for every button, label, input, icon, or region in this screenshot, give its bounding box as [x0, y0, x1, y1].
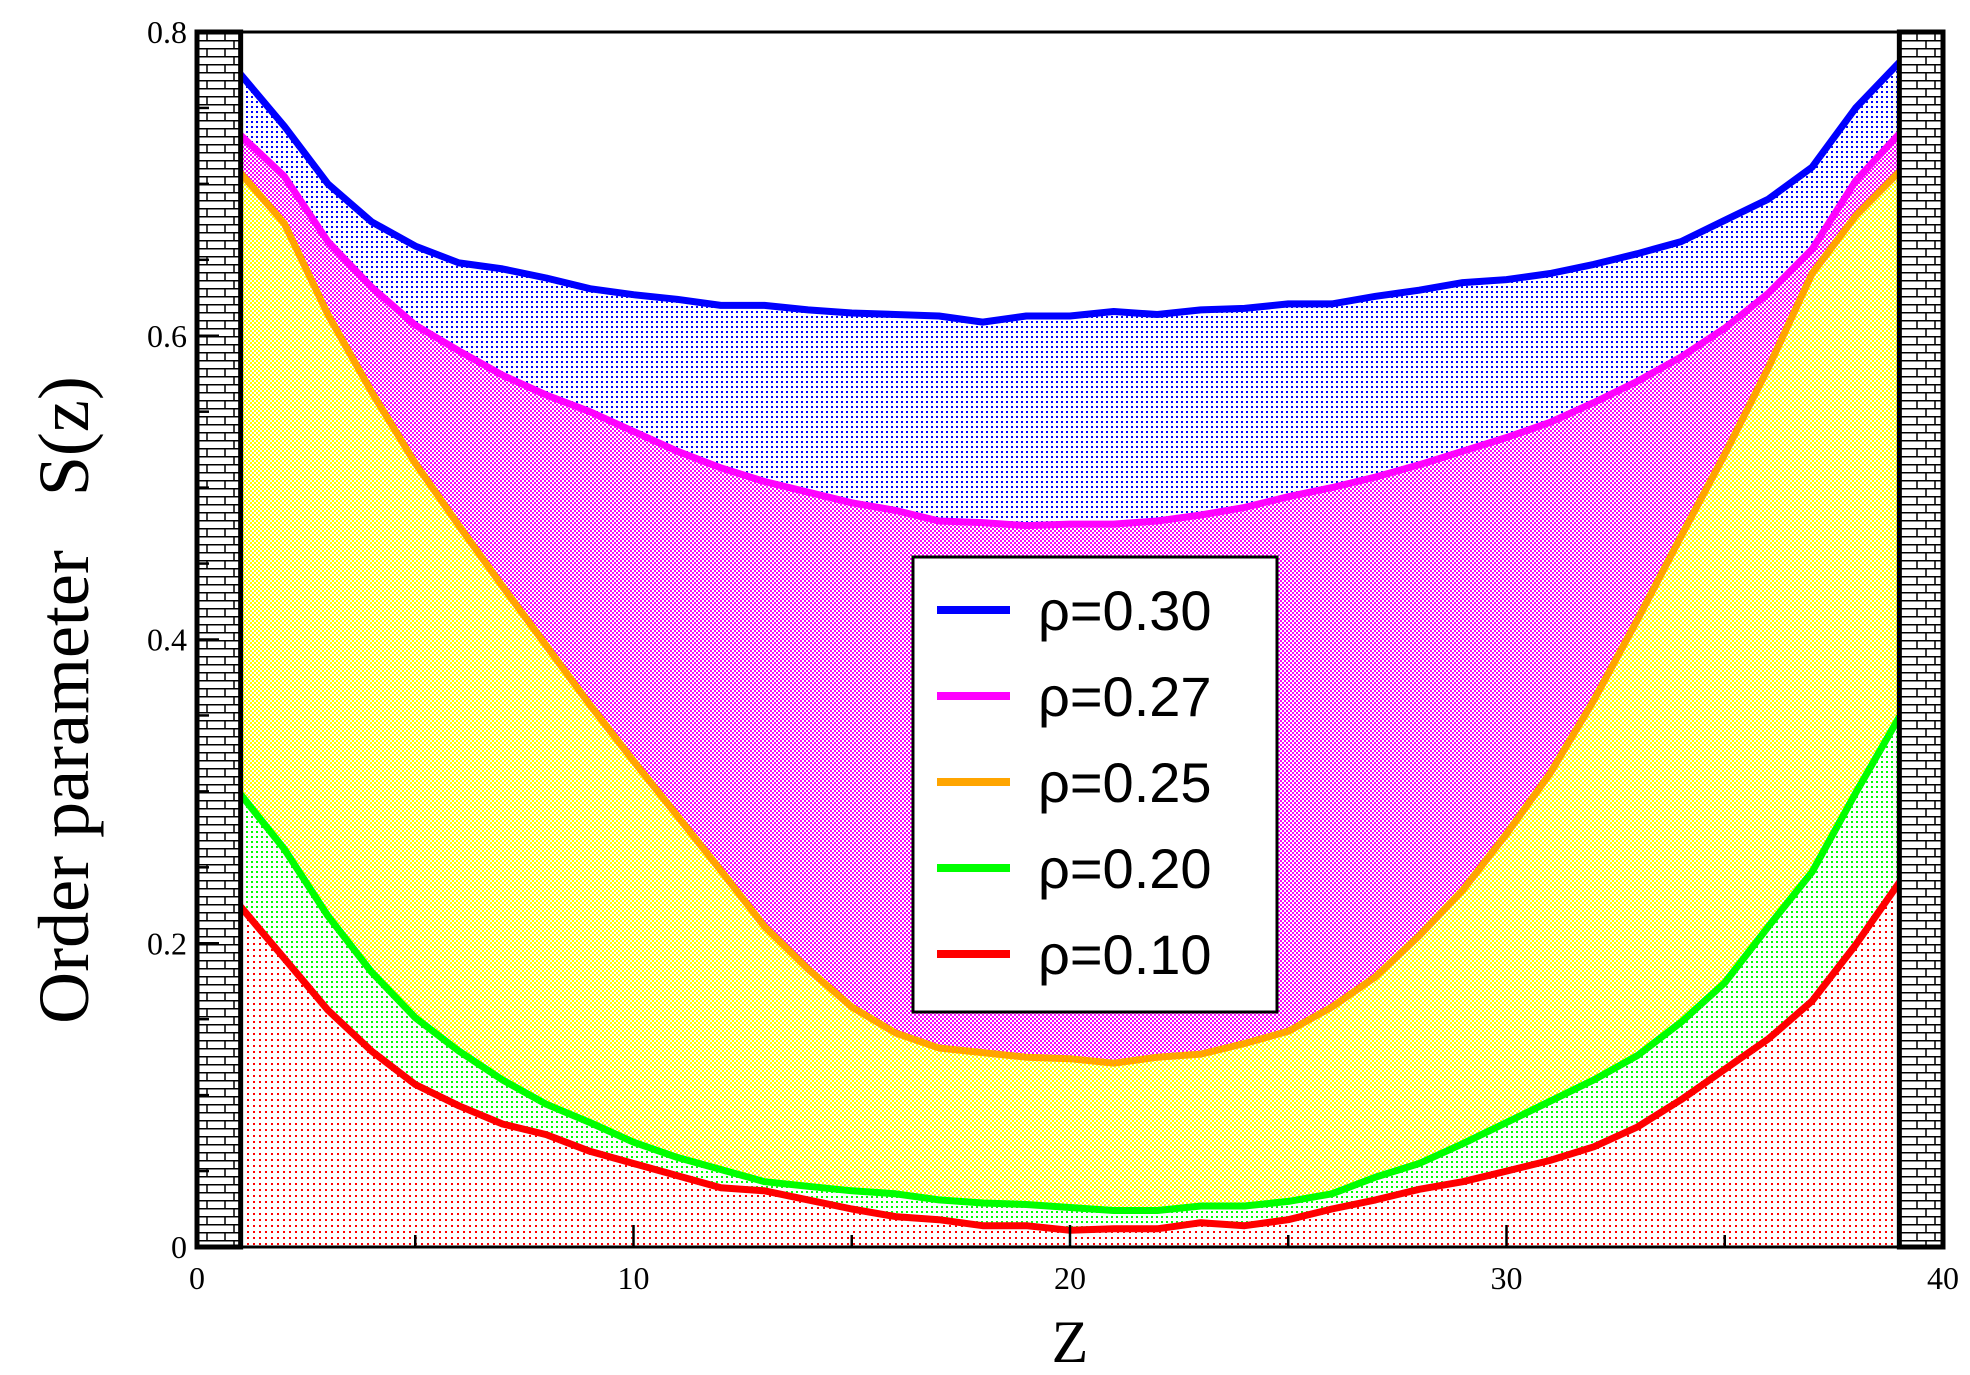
series-line-030: [237, 58, 1903, 326]
y-tick-label: 0.2: [147, 925, 187, 961]
legend-items: ρ=0.30 ρ=0.27 ρ=0.25 ρ=0.20 ρ=0.10: [937, 579, 1212, 986]
axis-ticks: [195, 30, 1945, 1249]
walls: [194, 29, 1946, 1250]
right-wall: [1896, 29, 1946, 1250]
legend-label-010: ρ=0.10: [1038, 923, 1212, 986]
fill-region-025: [240, 171, 1900, 1211]
legend: ρ=0.30 ρ=0.27 ρ=0.25 ρ=0.20 ρ=0.10: [911, 555, 1279, 1014]
series-line-020: [237, 713, 1903, 1214]
legend-label-020: ρ=0.20: [1038, 837, 1212, 900]
fill-region-030: [240, 62, 1900, 526]
x-tick-label: 30: [1491, 1260, 1523, 1296]
x-tick-label: 0: [189, 1260, 205, 1296]
y-tick-label: 0.6: [147, 318, 187, 354]
series-line-027: [237, 130, 1903, 530]
series-line-025: [237, 168, 1903, 1067]
legend-label-027: ρ=0.27: [1038, 665, 1212, 728]
fill-region-010: [240, 882, 1900, 1247]
x-tick-label: 40: [1927, 1260, 1959, 1296]
x-tick-label: 10: [618, 1260, 650, 1296]
x-axis-title: Z: [1052, 1309, 1089, 1375]
series-lines: [237, 58, 1903, 1234]
legend-label-030: ρ=0.30: [1038, 579, 1212, 642]
y-tick-label: 0: [171, 1229, 187, 1265]
axis-tick-labels: 0 10 20 30 40 0 0.2 0.4 0.6 0.8: [147, 14, 1959, 1296]
x-tick-label: 20: [1054, 1260, 1086, 1296]
y-tick-label: 0.4: [147, 622, 187, 658]
y-tick-label: 0.8: [147, 14, 187, 50]
y-axis-title: Order parameter S(z): [24, 376, 104, 1024]
legend-label-025: ρ=0.25: [1038, 751, 1212, 814]
